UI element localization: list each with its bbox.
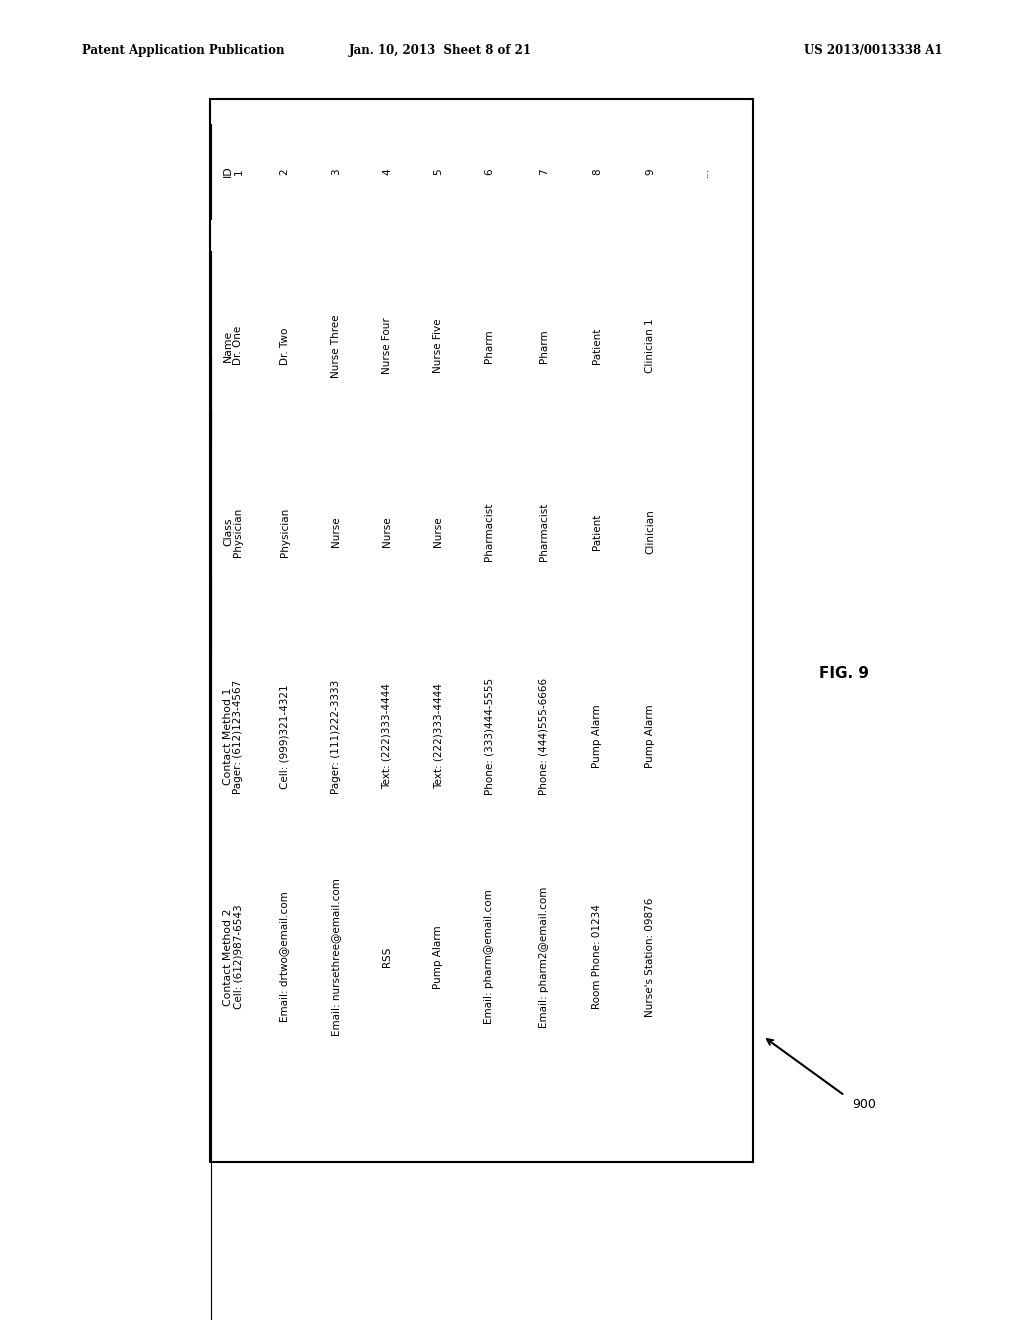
Text: Pager: (111)222-3333: Pager: (111)222-3333 [331,680,341,793]
Text: 5: 5 [433,168,443,176]
Text: Clinician 1: Clinician 1 [645,318,655,374]
Text: ...: ... [699,166,710,177]
Text: Email: nursethree@email.com: Email: nursethree@email.com [331,878,341,1036]
Text: 900: 900 [852,1098,876,1111]
Text: Room Phone: 01234: Room Phone: 01234 [592,904,602,1010]
Text: Cell: (612)987-6543: Cell: (612)987-6543 [233,904,244,1010]
Text: 9: 9 [645,168,655,176]
Text: Name: Name [223,330,233,362]
Text: Email: drtwo@email.com: Email: drtwo@email.com [280,891,290,1023]
Text: 3: 3 [331,168,341,176]
Text: Patient: Patient [592,327,602,364]
Text: Phone: (444)555-6666: Phone: (444)555-6666 [539,678,549,795]
Text: ID: ID [223,166,233,177]
Text: Pharm: Pharm [539,329,549,363]
Text: Patient: Patient [592,513,602,550]
Bar [210,99,753,1162]
Text: RSS: RSS [382,946,392,968]
Text: Email: pharm@email.com: Email: pharm@email.com [484,890,495,1024]
Text: Patent Application Publication: Patent Application Publication [82,44,285,57]
Text: Text: (222)333-4444: Text: (222)333-4444 [433,684,443,789]
Text: Pharmacist: Pharmacist [484,503,495,561]
Text: Nurse Five: Nurse Five [433,318,443,374]
Text: Phone: (333)444-5555: Phone: (333)444-5555 [484,678,495,795]
Text: Pump Alarm: Pump Alarm [433,925,443,989]
Text: 1: 1 [233,168,244,176]
Text: Nurse Four: Nurse Four [382,318,392,374]
Text: Dr. Two: Dr. Two [280,327,290,364]
Text: Physician: Physician [233,507,244,557]
Text: Jan. 10, 2013  Sheet 8 of 21: Jan. 10, 2013 Sheet 8 of 21 [349,44,531,57]
Text: 8: 8 [592,168,602,176]
Text: Nurse: Nurse [433,516,443,548]
Text: 7: 7 [539,168,549,176]
Text: Dr. One: Dr. One [233,326,244,366]
Text: 2: 2 [280,168,290,176]
Text: US 2013/0013338 A1: US 2013/0013338 A1 [804,44,942,57]
Text: Nurse: Nurse [382,516,392,548]
Text: Nurse Three: Nurse Three [331,314,341,378]
Text: Pharmacist: Pharmacist [539,503,549,561]
Text: FIG. 9: FIG. 9 [819,665,869,681]
Text: 4: 4 [382,168,392,176]
Text: Pump Alarm: Pump Alarm [645,705,655,768]
Text: Clinician: Clinician [645,510,655,554]
Text: Pharm: Pharm [484,329,495,363]
Text: Pump Alarm: Pump Alarm [592,705,602,768]
Text: Nurse's Station: 09876: Nurse's Station: 09876 [645,898,655,1016]
Text: Email: pharm2@email.com: Email: pharm2@email.com [539,886,549,1028]
Text: Pager: (612)123-4567: Pager: (612)123-4567 [233,680,244,793]
Text: Physician: Physician [280,507,290,557]
Text: Contact Method 2: Contact Method 2 [223,908,233,1006]
Text: Contact Method 1: Contact Method 1 [223,688,233,785]
Text: 6: 6 [484,168,495,176]
Text: Cell: (999)321-4321: Cell: (999)321-4321 [280,684,290,789]
Text: Text: (222)333-4444: Text: (222)333-4444 [382,684,392,789]
Text: Class: Class [223,517,233,546]
Text: Nurse: Nurse [331,516,341,548]
